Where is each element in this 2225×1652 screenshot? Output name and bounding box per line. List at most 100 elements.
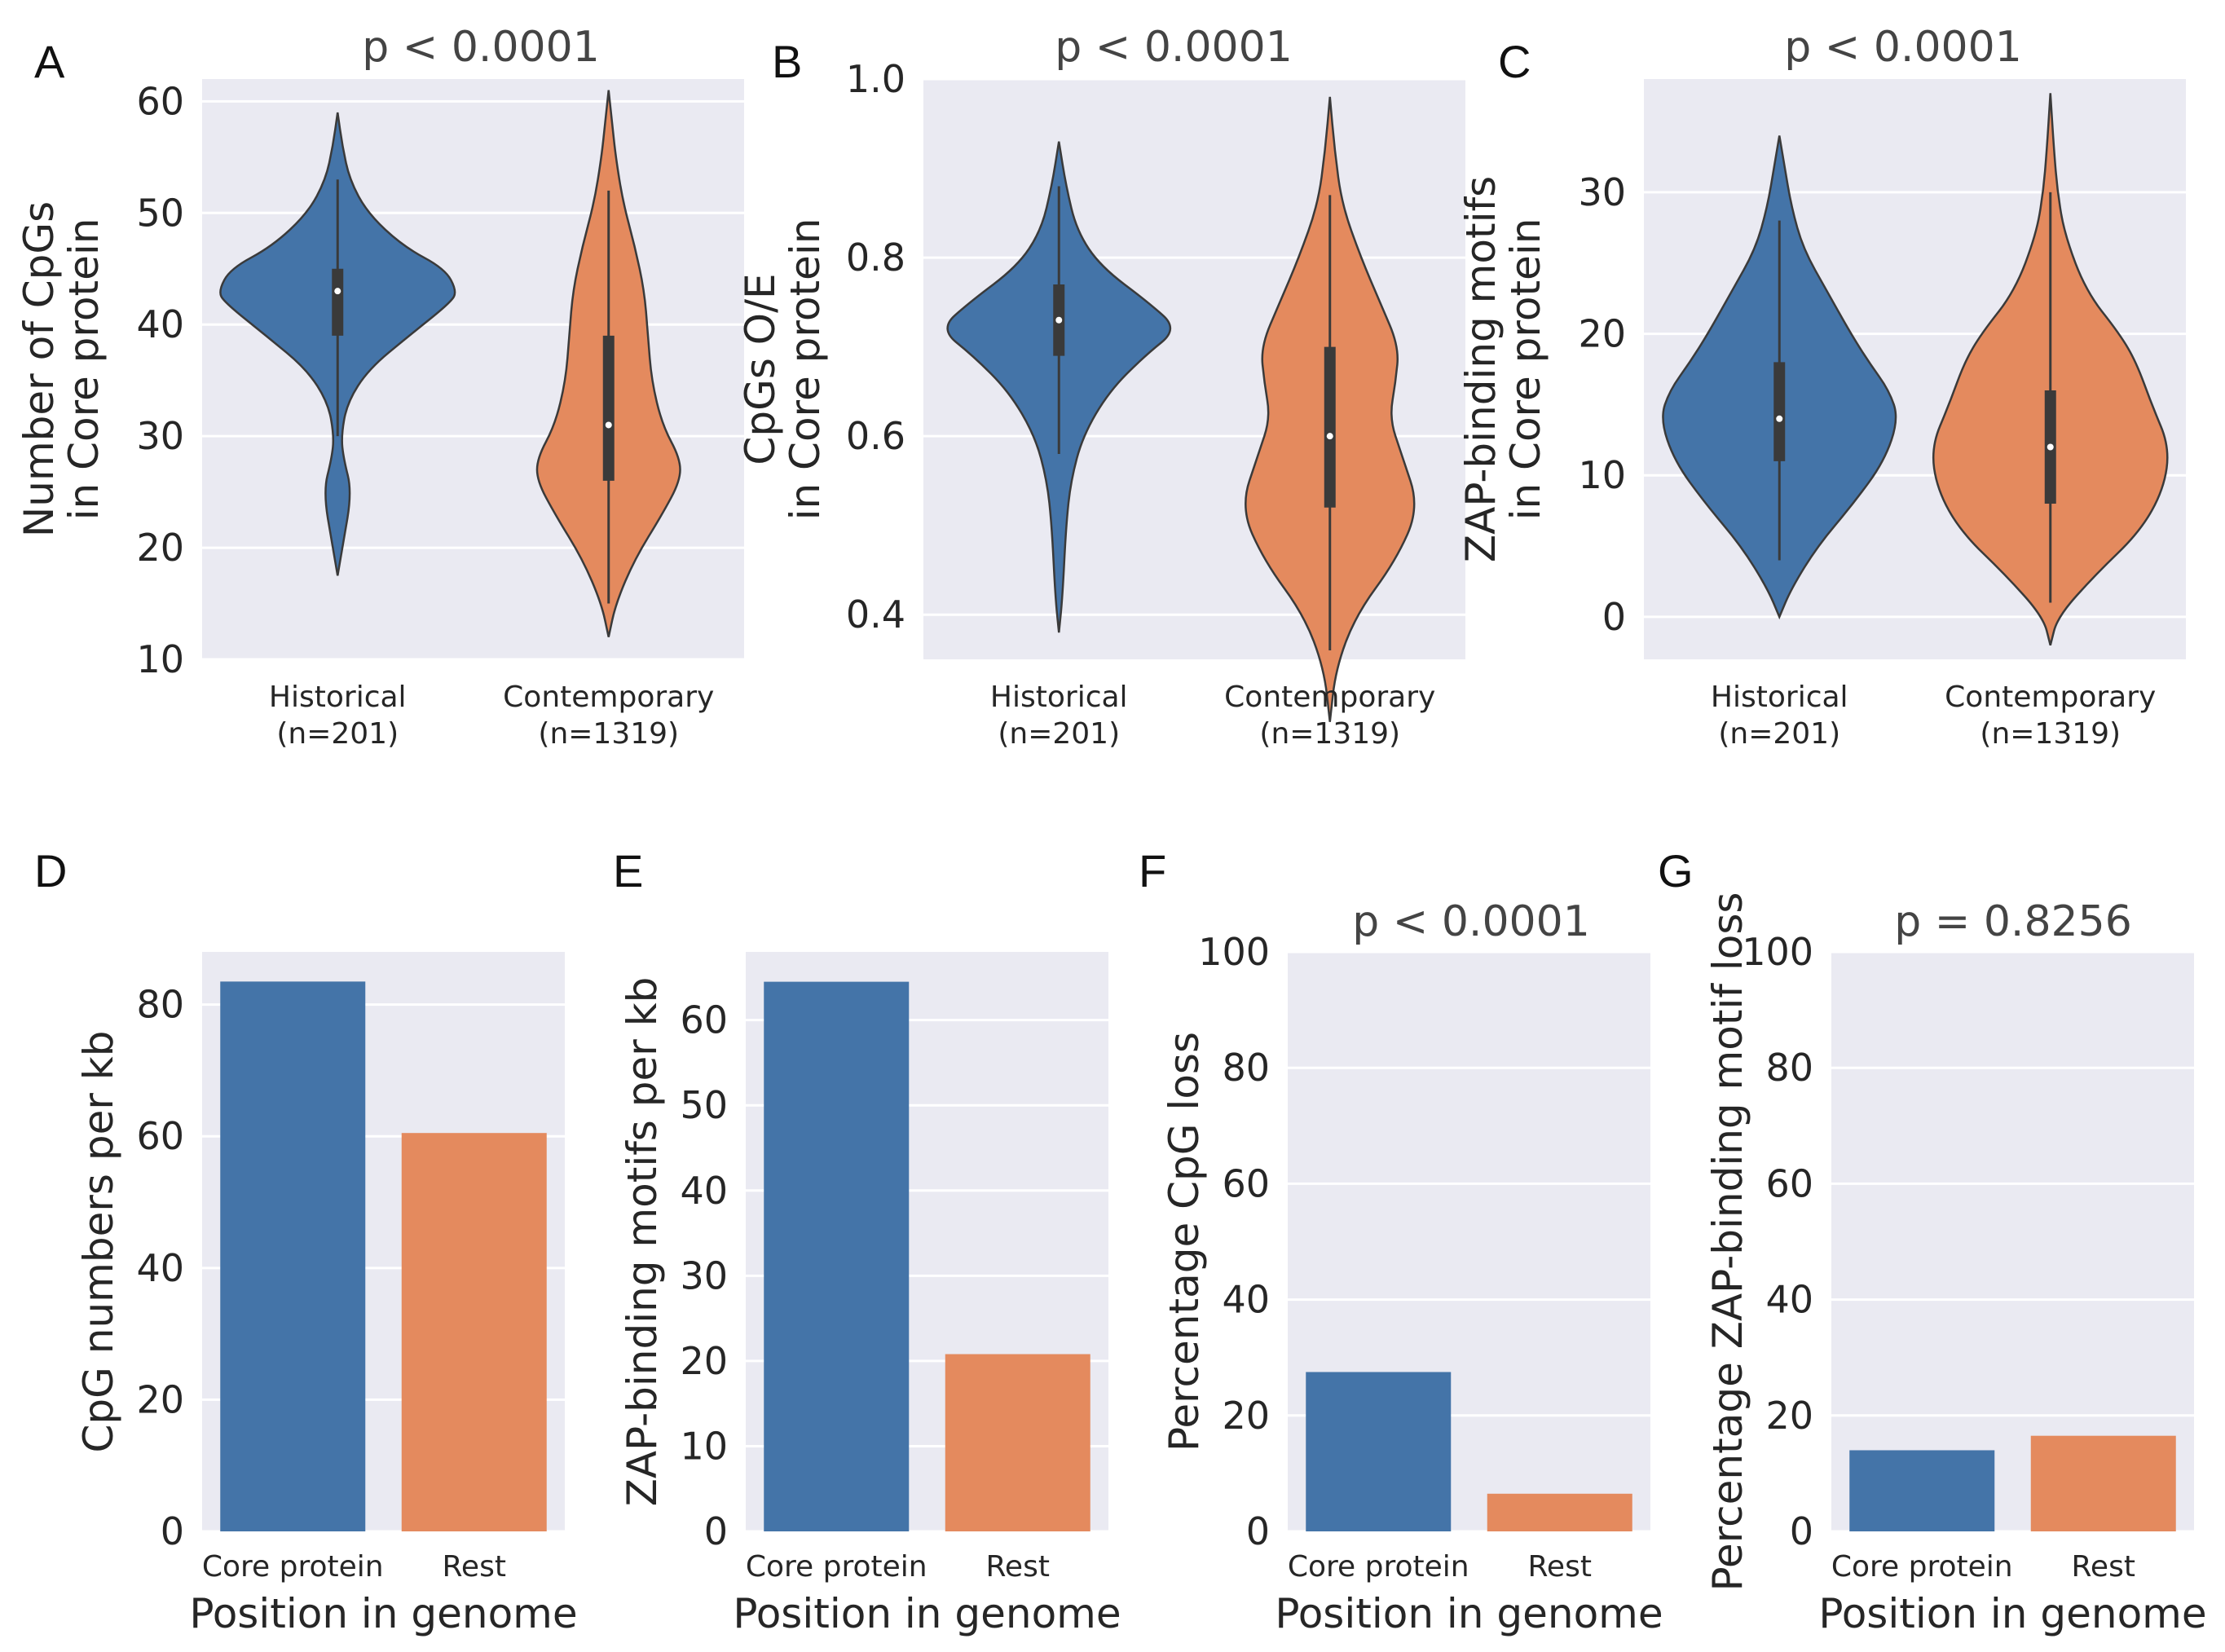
y-tick-label: 0.8 — [846, 236, 905, 280]
median-dot-contemporary — [2047, 443, 2054, 451]
y-tick-label: 20 — [680, 1339, 728, 1383]
x-category-label: Historical — [269, 681, 407, 714]
median-dot-contemporary — [605, 421, 612, 429]
y-axis-label: ZAP-binding motifs — [1457, 176, 1505, 562]
x-category-label: Core protein — [746, 1550, 927, 1584]
panel-letter: B — [772, 36, 802, 87]
y-tick-label: 30 — [136, 414, 184, 458]
y-tick-label: 0 — [1246, 1509, 1270, 1553]
y-tick-label: 40 — [680, 1169, 728, 1213]
plot-background — [202, 79, 744, 659]
y-tick-label: 1.0 — [846, 57, 905, 101]
x-axis-label: Position in genome — [189, 1590, 577, 1637]
x-category-label: Contemporary — [503, 681, 714, 714]
x-category-label: Contemporary — [1945, 681, 2156, 714]
y-tick-label: 0 — [704, 1509, 728, 1553]
y-axis-label: ZAP-binding motifs per kb — [619, 977, 666, 1507]
p-value-title: p < 0.0001 — [362, 23, 600, 72]
bar-rest — [401, 1133, 547, 1531]
y-tick-label: 60 — [680, 998, 728, 1042]
y-tick-label: 50 — [136, 191, 184, 235]
y-tick-label: 20 — [1765, 1394, 1813, 1438]
y-tick-label: 0 — [1602, 595, 1626, 639]
y-tick-label: 0.6 — [846, 414, 905, 458]
y-tick-label: 10 — [1578, 453, 1626, 497]
x-category-count: (n=1319) — [1259, 717, 1400, 751]
y-tick-label: 80 — [1765, 1046, 1813, 1090]
bar-rest — [2030, 1435, 2176, 1531]
x-category-label: Historical — [990, 681, 1128, 714]
y-axis-label: CpGs O/E — [737, 273, 784, 465]
y-tick-label: 20 — [136, 1377, 184, 1421]
panel-f: 0 20 40 60 80 100 Fp < 0.0001 Percentage CpG lo… — [1139, 845, 1663, 1637]
y-tick-label: 0 — [161, 1509, 184, 1553]
panel-letter: E — [613, 845, 643, 896]
x-category-label: Rest — [1528, 1550, 1592, 1584]
x-axis-label: Position in genome — [733, 1590, 1121, 1637]
x-axis-label: Position in genome — [1818, 1590, 2206, 1637]
bar-rest — [1487, 1493, 1632, 1531]
x-category-label: Core protein — [202, 1550, 384, 1584]
x-category-count: (n=1319) — [538, 717, 679, 751]
bar-core-protein — [764, 981, 910, 1531]
panel-d: 0 20 40 60 80 D CpG numbers per kb Core protein… — [34, 845, 578, 1637]
p-value-title: p < 0.0001 — [1784, 23, 2022, 72]
bar-core-protein — [1306, 1372, 1452, 1531]
panel-a: 10 20 30 40 50 60 A p < 0.0001 Number of CpGsin … — [15, 23, 744, 751]
panel-g: 0 20 40 60 80 100 Gp = 0.8256 Percentage ZAP-bi… — [1658, 845, 2207, 1637]
y-tick-label: 100 — [1198, 930, 1270, 974]
x-category-label: Contemporary — [1224, 681, 1435, 714]
x-category-label: Core protein — [1831, 1550, 2013, 1584]
y-axis-label: in Core protein — [782, 218, 829, 521]
y-tick-label: 10 — [136, 637, 184, 681]
y-tick-label: 50 — [680, 1083, 728, 1127]
panel-b: 0.4 0.6 0.8 1.0 B p < 0.0001 CpGs O/Ein Core p… — [737, 23, 1465, 751]
median-dot-contemporary — [1326, 433, 1333, 440]
panel-letter: C — [1498, 36, 1531, 87]
bar-core-protein — [220, 981, 366, 1531]
panel-letter: F — [1139, 845, 1166, 896]
x-category-label: Rest — [443, 1550, 506, 1584]
x-category-label: Rest — [986, 1550, 1050, 1584]
panel-letter: G — [1658, 845, 1694, 896]
y-axis-label: Percentage CpG loss — [1161, 1032, 1208, 1452]
x-category-count: (n=201) — [276, 717, 399, 751]
p-value-title: p < 0.0001 — [1055, 23, 1293, 72]
y-tick-label: 20 — [1578, 312, 1626, 356]
y-tick-label: 0 — [1790, 1509, 1813, 1553]
y-tick-label: 30 — [1578, 170, 1626, 214]
median-dot-historical — [1776, 415, 1783, 422]
y-tick-label: 20 — [136, 526, 184, 570]
panel-letter: D — [34, 845, 67, 896]
y-tick-label: 100 — [1742, 930, 1813, 974]
y-axis-label: in Core protein — [60, 218, 108, 521]
y-tick-label: 40 — [136, 302, 184, 346]
bar-core-protein — [1849, 1450, 1995, 1531]
y-tick-label: 20 — [1222, 1394, 1270, 1438]
x-category-count: (n=1319) — [1980, 717, 2121, 751]
bar-rest — [945, 1354, 1090, 1531]
y-tick-label: 40 — [1765, 1278, 1813, 1322]
median-dot-historical — [334, 288, 341, 295]
y-axis-label: in Core protein — [1502, 218, 1549, 521]
y-tick-label: 40 — [136, 1246, 184, 1290]
y-tick-label: 0.4 — [846, 593, 905, 637]
x-category-count: (n=201) — [1718, 717, 1840, 751]
y-tick-label: 10 — [680, 1424, 728, 1468]
y-tick-label: 60 — [1765, 1161, 1813, 1205]
y-axis-label: Percentage ZAP-binding motif loss — [1704, 892, 1751, 1592]
y-axis-label: Number of CpGs — [15, 201, 63, 537]
x-category-label: Rest — [2072, 1550, 2135, 1584]
plot-background — [1831, 952, 2194, 1531]
panel-letter: A — [34, 36, 65, 87]
p-value-title: p = 0.8256 — [1894, 897, 2132, 946]
panel-e: 0 10 20 30 40 50 60 E ZAP-binding motifs per kb C… — [613, 845, 1121, 1637]
median-dot-historical — [1055, 316, 1063, 324]
p-value-title: p < 0.0001 — [1352, 897, 1590, 946]
y-tick-label: 60 — [1222, 1161, 1270, 1205]
y-tick-label: 80 — [1222, 1046, 1270, 1090]
y-tick-label: 60 — [136, 79, 184, 123]
y-axis-label: CpG numbers per kb — [75, 1030, 122, 1452]
